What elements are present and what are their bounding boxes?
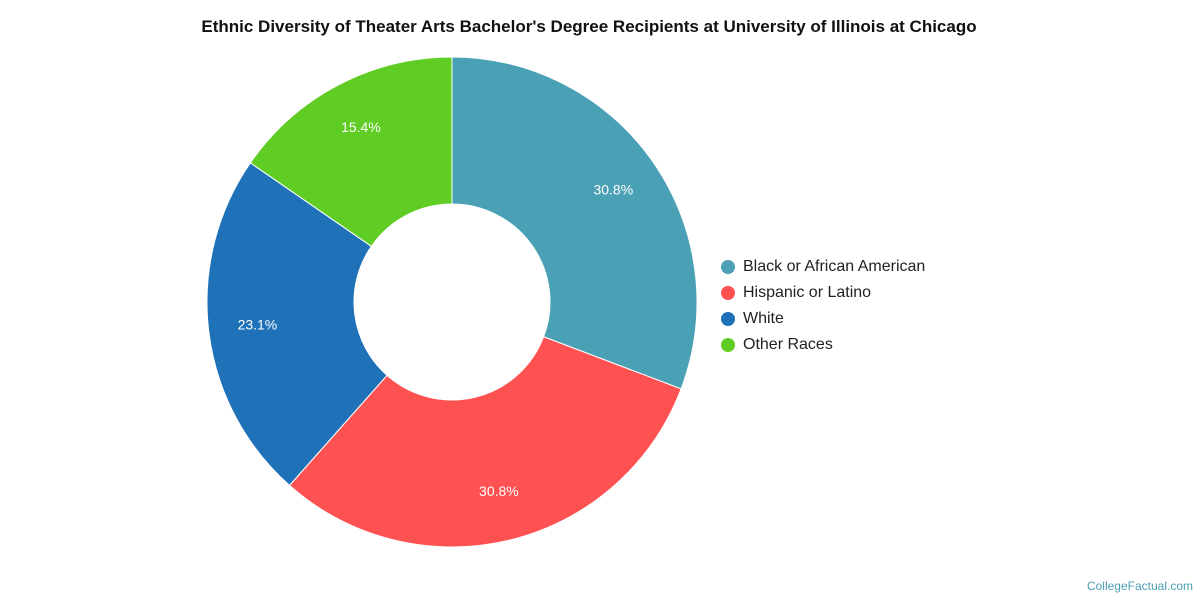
- slice-hispanic-or-latino[interactable]: [288, 336, 682, 548]
- legend-label: White: [743, 310, 784, 327]
- data-label-white: 23.1%: [238, 316, 278, 332]
- slice-white[interactable]: [206, 162, 388, 487]
- legend: Black or African American Hispanic or Lat…: [721, 254, 925, 358]
- legend-swatch: [721, 312, 735, 326]
- source-credit[interactable]: CollegeFactual.com: [1086, 579, 1193, 593]
- slice-other-races[interactable]: [249, 56, 453, 248]
- data-label-black-or-african-american: 30.8%: [593, 181, 633, 197]
- legend-item-hispanic-or-latino[interactable]: Hispanic or Latino: [721, 280, 925, 306]
- legend-swatch: [721, 338, 735, 352]
- legend-item-other-races[interactable]: Other Races: [721, 332, 925, 358]
- legend-label: Black or African American: [743, 258, 926, 275]
- legend-label: Hispanic or Latino: [743, 284, 872, 301]
- slice-labels: 30.8% 30.8% 23.1% 15.4%: [238, 119, 634, 499]
- legend-label: Other Races: [743, 336, 833, 353]
- slice-black-or-african-american[interactable]: [451, 56, 698, 390]
- chart-title: Ethnic Diversity of Theater Arts Bachelo…: [201, 17, 977, 36]
- data-label-hispanic-or-latino: 30.8%: [479, 483, 519, 499]
- legend-item-white[interactable]: White: [721, 306, 925, 332]
- legend-swatch: [721, 260, 735, 274]
- data-label-other-races: 15.4%: [341, 119, 381, 135]
- donut-slices: [206, 56, 698, 548]
- legend-item-black-or-african-american[interactable]: Black or African American: [721, 254, 925, 280]
- legend-swatch: [721, 286, 735, 300]
